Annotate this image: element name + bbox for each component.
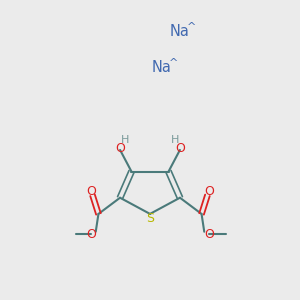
Text: H: H xyxy=(171,135,180,145)
Text: ^: ^ xyxy=(169,58,178,68)
Text: Na: Na xyxy=(152,60,171,75)
Text: O: O xyxy=(86,185,96,198)
Text: O: O xyxy=(204,185,214,198)
Text: O: O xyxy=(175,142,185,155)
Text: O: O xyxy=(115,142,125,155)
Text: S: S xyxy=(146,212,154,225)
Text: O: O xyxy=(86,228,96,241)
Text: Na: Na xyxy=(169,24,189,39)
Text: ^: ^ xyxy=(187,22,196,32)
Text: O: O xyxy=(204,228,214,241)
Text: H: H xyxy=(120,135,129,145)
